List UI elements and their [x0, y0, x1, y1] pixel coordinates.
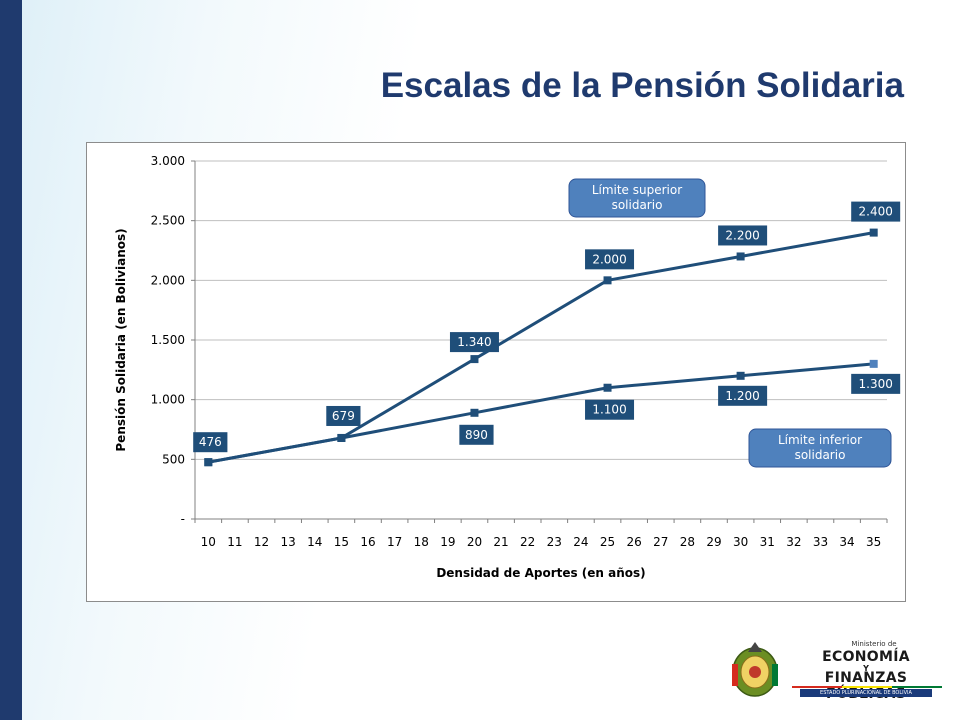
- x-tick-label: 24: [573, 535, 588, 549]
- coat-of-arms-icon: [732, 642, 778, 697]
- slide-title: Escalas de la Pensión Solidaria: [380, 66, 904, 105]
- y-tick-label: 500: [162, 452, 185, 466]
- callout-text-line: solidario: [795, 448, 846, 462]
- logo-economia-text: ECONOMÍA: [822, 649, 910, 665]
- x-tick-label: 17: [387, 535, 402, 549]
- data-point: [603, 276, 612, 285]
- x-tick-label: 35: [866, 535, 881, 549]
- x-tick-label: 22: [520, 535, 535, 549]
- y-tick-label: 1.000: [151, 393, 185, 407]
- data-label-box: [585, 399, 635, 420]
- x-tick-label: 15: [334, 535, 349, 549]
- logo-flag-yellow: [842, 686, 892, 688]
- series-line-inferior: [208, 362, 874, 464]
- callout-text-line: Límite superior: [592, 183, 682, 197]
- callout-text-line: solidario: [612, 198, 663, 212]
- callout-text-line: Límite inferior: [778, 433, 862, 447]
- y-tick-label: 2.000: [151, 273, 185, 287]
- x-tick-label: 33: [813, 535, 828, 549]
- x-tick-label: 31: [760, 535, 775, 549]
- logo-subtitle-text: ESTADO PLURINACIONAL DE BOLIVIA: [800, 689, 932, 697]
- data-label: 1.340: [457, 335, 491, 349]
- x-tick-label: 34: [839, 535, 854, 549]
- logo-ministry-text: Ministerio de: [851, 640, 897, 648]
- data-label: 476: [199, 435, 222, 449]
- x-tick-label: 20: [467, 535, 482, 549]
- data-label: 2.200: [725, 228, 759, 242]
- data-label-box: [851, 201, 901, 222]
- callout-inferior: [748, 428, 892, 468]
- x-tick-label: 25: [600, 535, 615, 549]
- data-point: [470, 355, 479, 364]
- x-tick-label: 28: [680, 535, 695, 549]
- x-tick-label: 23: [547, 535, 562, 549]
- logo-connector-text: Y: [863, 664, 869, 673]
- slide-accent-stripe: [0, 0, 22, 720]
- x-tick-label: 18: [414, 535, 429, 549]
- data-label-box: [585, 249, 635, 270]
- data-point: [470, 408, 479, 417]
- data-label: 2.000: [592, 252, 626, 266]
- x-tick-label: 12: [254, 535, 269, 549]
- x-tick-label: 29: [706, 535, 721, 549]
- ministry-logo: Ministerio de ECONOMÍA Y FINANZAS PÚBLIC…: [722, 636, 944, 702]
- logo-flag-red: [792, 686, 842, 688]
- data-label: 1.200: [725, 389, 759, 403]
- series-line-superior: [208, 231, 874, 464]
- data-label-box: [718, 225, 768, 246]
- data-label-box: [851, 373, 901, 394]
- y-tick-label: 3.000: [151, 154, 185, 168]
- data-label-box: [193, 432, 228, 453]
- data-point: [603, 383, 612, 392]
- callout-superior: [568, 178, 706, 218]
- data-label: 1.300: [859, 377, 893, 391]
- x-tick-label: 10: [201, 535, 216, 549]
- y-tick-label: -: [181, 512, 185, 526]
- data-label: 890: [465, 428, 488, 442]
- x-tick-label: 21: [493, 535, 508, 549]
- data-point: [204, 458, 213, 467]
- data-label: 679: [332, 409, 355, 423]
- line-chart: - 500 1.000 1.500 2.000 2.500 3.000 10 11 12 13 14 1…: [114, 154, 901, 580]
- logo-flag-green: [892, 686, 942, 688]
- y-tick-label: 1.500: [151, 333, 185, 347]
- x-tick-label: 13: [281, 535, 296, 549]
- x-tick-label: 27: [653, 535, 668, 549]
- x-tick-label: 19: [440, 535, 455, 549]
- x-tick-label: 26: [627, 535, 642, 549]
- y-tick-label: 2.500: [151, 214, 185, 228]
- data-point: [736, 252, 745, 261]
- x-tick-label: 14: [307, 535, 322, 549]
- data-label: 2.400: [859, 205, 893, 219]
- x-tick-label: 16: [360, 535, 375, 549]
- data-point: [869, 359, 878, 368]
- data-label-box: [459, 424, 494, 445]
- data-label-box: [326, 405, 361, 426]
- data-label-box: [449, 332, 499, 353]
- data-point: [337, 433, 346, 442]
- x-tick-label: 30: [733, 535, 748, 549]
- y-axis-title: Pensión Solidaria (en Bolivianos): [114, 228, 128, 451]
- x-axis-title: Densidad de Aportes (en años): [436, 566, 645, 580]
- data-label-box: [718, 385, 768, 406]
- data-point: [736, 371, 745, 380]
- data-point: [869, 228, 878, 237]
- x-tick-label: 11: [227, 535, 242, 549]
- chart-frame: - 500 1.000 1.500 2.000 2.500 3.000 10 11 12 13 14 1…: [86, 142, 906, 602]
- x-tick-label: 32: [786, 535, 801, 549]
- data-label: 1.100: [592, 403, 626, 417]
